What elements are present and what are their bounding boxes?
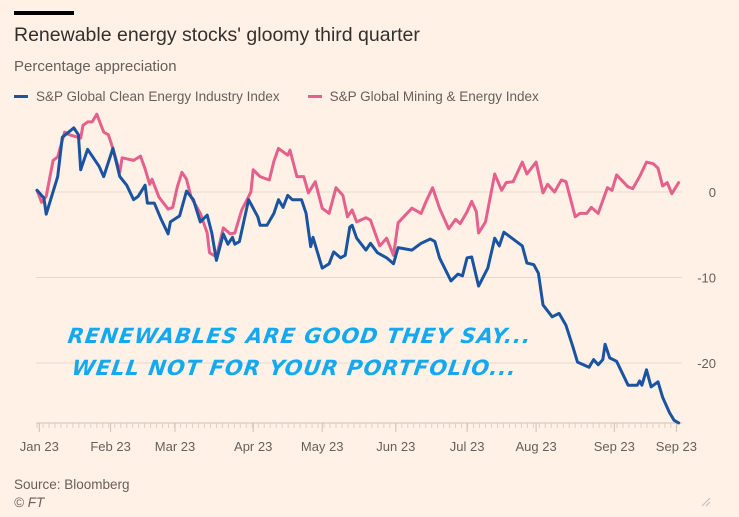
x-tick-label: Jan 23	[20, 439, 59, 454]
x-tick-label: Jun 23	[376, 439, 415, 454]
legend-swatch-clean-energy	[14, 95, 28, 98]
legend: S&P Global Clean Energy Industry Index S…	[14, 89, 539, 104]
y-tick-label: 0	[709, 185, 716, 200]
x-tick-label: Sep 23	[594, 439, 635, 454]
source-note: Source: Bloomberg	[14, 477, 130, 492]
legend-label: S&P Global Mining & Energy Index	[329, 89, 539, 104]
legend-item-clean-energy: S&P Global Clean Energy Industry Index	[14, 89, 280, 104]
series-line-mining-energy	[35, 112, 681, 259]
legend-swatch-mining-energy	[307, 95, 322, 98]
series-line-clean-energy	[35, 126, 681, 425]
x-tick-label: Mar 23	[155, 439, 195, 454]
x-tick-label: May 23	[301, 439, 344, 454]
x-tick-label: Sep 23	[656, 439, 697, 454]
legend-label: S&P Global Clean Energy Industry Index	[36, 89, 280, 104]
resize-handle-icon[interactable]	[701, 497, 711, 507]
x-tick-label: Apr 23	[234, 439, 272, 454]
x-tick-label: Jul 23	[450, 439, 485, 454]
chart-title: Renewable energy stocks' gloomy third qu…	[14, 24, 420, 46]
legend-item-mining-energy: S&P Global Mining & Energy Index	[307, 89, 539, 104]
x-tick-label: Feb 23	[90, 439, 130, 454]
annotation-line-2: WELL NOT FOR YOUR PORTFOLIO...	[70, 356, 519, 380]
annotation-line-1: RENEWABLES ARE GOOD THEY SAY...	[66, 324, 534, 348]
header-bar	[14, 11, 74, 15]
y-tick-label: -20	[697, 356, 716, 371]
chart-subtitle: Percentage appreciation	[14, 58, 177, 75]
y-tick-label: -10	[697, 271, 716, 286]
copyright: © FT	[14, 495, 45, 510]
x-tick-label: Aug 23	[515, 439, 556, 454]
